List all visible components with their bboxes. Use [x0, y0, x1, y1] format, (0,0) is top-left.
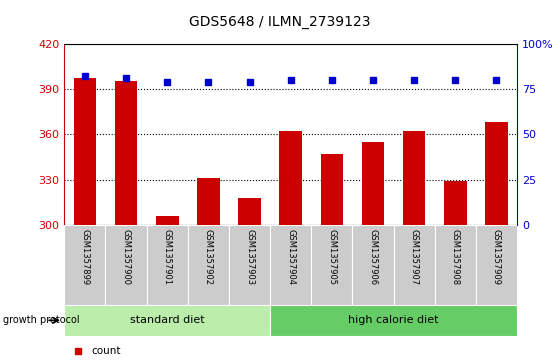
- Bar: [394, 225, 435, 305]
- Bar: [64, 305, 270, 336]
- Bar: [197, 178, 220, 225]
- Bar: [485, 122, 508, 225]
- Text: GSM1357901: GSM1357901: [163, 229, 172, 285]
- Bar: [115, 81, 138, 225]
- Bar: [156, 216, 178, 225]
- Bar: [320, 154, 343, 225]
- Bar: [229, 225, 270, 305]
- Text: GSM1357907: GSM1357907: [410, 229, 419, 285]
- Bar: [238, 198, 261, 225]
- Bar: [403, 131, 425, 225]
- Text: GSM1357908: GSM1357908: [451, 229, 460, 285]
- Bar: [362, 142, 385, 225]
- Bar: [270, 225, 311, 305]
- Bar: [444, 181, 467, 225]
- Bar: [352, 225, 394, 305]
- Text: GSM1357906: GSM1357906: [368, 229, 377, 285]
- Bar: [311, 225, 352, 305]
- Text: GSM1357902: GSM1357902: [204, 229, 213, 285]
- Bar: [476, 225, 517, 305]
- Bar: [435, 225, 476, 305]
- Text: GDS5648 / ILMN_2739123: GDS5648 / ILMN_2739123: [189, 15, 370, 29]
- Bar: [74, 78, 96, 225]
- Bar: [270, 305, 517, 336]
- Text: GSM1357899: GSM1357899: [80, 229, 89, 285]
- Text: GSM1357903: GSM1357903: [245, 229, 254, 285]
- Bar: [188, 225, 229, 305]
- Bar: [280, 131, 302, 225]
- Bar: [146, 225, 188, 305]
- Text: GSM1357905: GSM1357905: [328, 229, 337, 285]
- Text: count: count: [92, 346, 121, 356]
- Text: growth protocol: growth protocol: [3, 315, 79, 325]
- Text: GSM1357909: GSM1357909: [492, 229, 501, 285]
- Text: high calorie diet: high calorie diet: [348, 315, 439, 325]
- Text: standard diet: standard diet: [130, 315, 205, 325]
- Bar: [106, 225, 146, 305]
- Bar: [64, 225, 106, 305]
- Text: GSM1357900: GSM1357900: [121, 229, 131, 285]
- Text: GSM1357904: GSM1357904: [286, 229, 295, 285]
